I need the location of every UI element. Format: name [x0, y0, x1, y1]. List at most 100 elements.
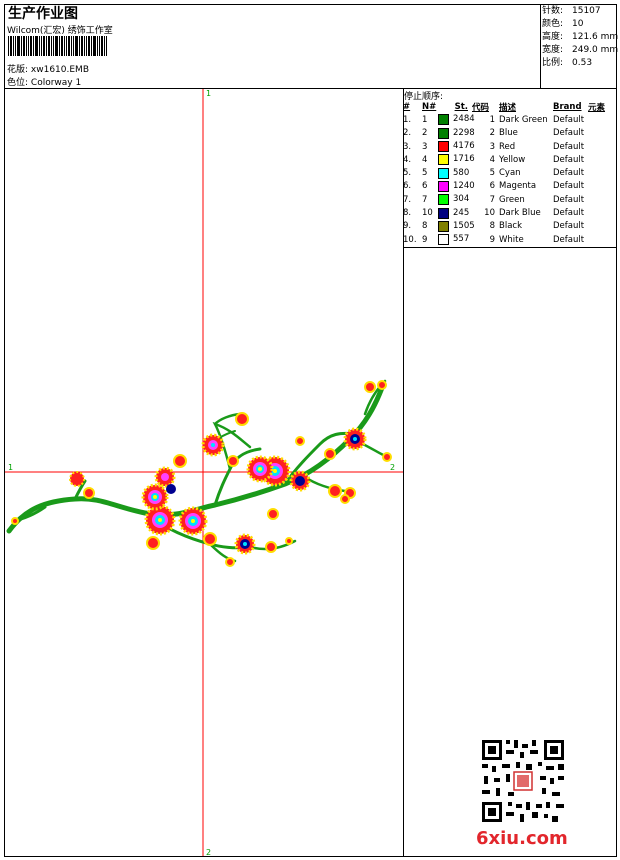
stat-height: 高度: 121.6 mm — [542, 32, 619, 42]
cell-code: 7 — [489, 194, 495, 205]
cell-stitches: 304 — [438, 193, 472, 206]
cell-index: 6. — [403, 181, 412, 192]
blossom-small-9 — [265, 541, 277, 553]
blossom-small-17 — [340, 494, 350, 504]
table-row: 6. 6 1240 6 Magenta Default — [403, 180, 615, 193]
cell-index: 8. — [403, 208, 412, 219]
cell-description: White — [499, 234, 524, 245]
stat-stitches: 针数: 15107 — [542, 6, 601, 16]
color-swatch — [438, 167, 449, 179]
axis-label-left: 1 — [8, 463, 13, 472]
blossom-small-15 — [295, 436, 305, 446]
table-row: 8. 10 245 10 Dark Blue Default — [403, 206, 615, 219]
color-swatch — [438, 220, 449, 232]
stitch-count: 1716 — [453, 154, 475, 165]
cell-stitches: 245 — [438, 206, 472, 219]
cell-description: Green — [499, 194, 525, 205]
cell-code: 5 — [489, 168, 495, 179]
stat-width: 宽度: 249.0 mm — [542, 45, 619, 55]
cell-stitches: 557 — [438, 233, 472, 246]
color-swatch — [438, 141, 449, 153]
color-sequence-table: # N# St. 代码 描述 Brand 元素 1. 1 2484 1 Dark Gre… — [403, 100, 615, 246]
col-header-code: 代码 — [472, 102, 490, 113]
cell-element — [588, 206, 615, 219]
stats-panel: 针数: 15107 颜色: 10 高度: 121.6 mm 宽度: 249.0 mm 比… — [542, 5, 618, 70]
blossom-small-8 — [203, 532, 217, 546]
axis-label-bottom: 2 — [206, 848, 211, 856]
cell-description: Dark Blue — [499, 208, 541, 219]
stitch-count: 1505 — [453, 220, 475, 231]
cell-brand: Default — [553, 208, 585, 219]
cell-description: Red — [499, 141, 516, 152]
stitch-count: 1240 — [453, 180, 475, 191]
cell-element — [588, 193, 615, 206]
cell-needle: 7 — [422, 194, 428, 205]
cell-needle: 2 — [422, 128, 428, 139]
cell-element — [588, 180, 615, 193]
stitch-count: 580 — [453, 167, 470, 178]
cell-brand: Default — [553, 221, 585, 232]
cell-stitches: 2484 — [438, 113, 475, 126]
axis-label-top: 1 — [206, 89, 211, 98]
blossom-small-19 — [11, 517, 19, 525]
stat-scale: 比例: 0.53 — [542, 58, 593, 68]
table-bottom-divider — [403, 247, 617, 248]
cell-description: Blue — [499, 128, 518, 139]
cell-code: 2 — [489, 128, 495, 139]
color-swatch — [438, 127, 449, 139]
cell-brand: Default — [553, 168, 585, 179]
cell-index: 2. — [403, 128, 412, 139]
colorway-info: 色位: Colorway 1 — [7, 75, 81, 88]
blossom-small-3 — [146, 536, 160, 550]
cell-element — [588, 113, 615, 126]
blossom-small-18 — [382, 452, 392, 462]
qr-code — [480, 738, 566, 824]
cell-needle: 3 — [422, 141, 428, 152]
cell-stitches: 2298 — [438, 127, 475, 140]
table-row: 4. 4 1716 4 Yellow Default — [403, 153, 615, 166]
cell-description: Magenta — [499, 181, 537, 192]
col-header-stitches: St. — [454, 101, 468, 112]
cell-index: 4. — [403, 154, 412, 165]
colorway-label: 色位: — [7, 78, 29, 88]
page-title: 生产作业图 — [8, 6, 78, 22]
panel-divider — [403, 88, 404, 857]
header-divider — [4, 88, 617, 89]
cell-element — [588, 140, 615, 153]
design-value: xw1610.EMB — [30, 65, 89, 75]
stitch-count: 2484 — [453, 114, 475, 125]
color-swatch — [438, 154, 449, 166]
col-header-brand: Brand — [553, 101, 582, 112]
blossom-medium-4 — [234, 533, 256, 555]
cell-brand: Default — [553, 181, 585, 192]
cell-needle: 1 — [422, 114, 428, 125]
cell-stitches: 4176 — [438, 140, 475, 153]
table-row: 7. 7 304 7 Green Default — [403, 193, 615, 206]
color-swatch — [438, 180, 449, 192]
cell-stitches: 1716 — [438, 153, 475, 166]
blossom-small-12 — [364, 381, 376, 393]
cell-needle: 8 — [422, 221, 428, 232]
cell-stitches: 1505 — [438, 220, 475, 233]
watermark: 6xiu.com — [476, 828, 568, 849]
cell-element — [588, 166, 615, 179]
stitch-count: 4176 — [453, 141, 475, 152]
table-row: 3. 3 4176 3 Red Default — [403, 140, 615, 153]
table-row: 9. 8 1505 8 Black Default — [403, 220, 615, 233]
page-frame — [4, 4, 617, 857]
cell-index: 1. — [403, 114, 412, 125]
cell-needle: 6 — [422, 181, 428, 192]
design-label: 花版: — [7, 65, 29, 75]
cell-element — [588, 153, 615, 166]
cell-code: 9 — [489, 234, 495, 245]
design-preview: 1 2 1 2 — [5, 89, 403, 856]
cell-index: 9. — [403, 221, 412, 232]
color-swatch — [438, 114, 449, 126]
blossom-large-3 — [141, 483, 169, 511]
color-swatch — [438, 194, 449, 206]
blossom-small-7 — [173, 454, 187, 468]
cell-element — [588, 233, 615, 246]
stitch-count: 304 — [453, 194, 470, 205]
cell-code: 8 — [489, 221, 495, 232]
blossom-small-14 — [324, 448, 336, 460]
